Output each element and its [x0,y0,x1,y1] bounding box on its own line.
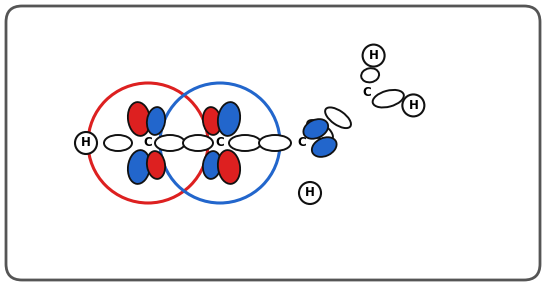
Text: C: C [363,86,371,100]
Ellipse shape [128,150,150,184]
Ellipse shape [104,135,132,151]
Circle shape [75,132,97,154]
Ellipse shape [218,102,240,136]
Ellipse shape [304,119,328,139]
Text: C: C [144,136,152,150]
Circle shape [299,182,321,204]
Ellipse shape [364,50,382,65]
Ellipse shape [155,135,185,151]
Text: C: C [298,136,306,150]
Ellipse shape [325,108,351,128]
Ellipse shape [183,135,213,151]
FancyBboxPatch shape [6,6,540,280]
Ellipse shape [307,120,333,141]
Ellipse shape [259,135,291,151]
Ellipse shape [312,137,336,157]
Ellipse shape [147,151,165,179]
Ellipse shape [218,150,240,184]
Ellipse shape [128,102,150,136]
Text: C: C [216,136,224,150]
Ellipse shape [361,68,379,82]
Circle shape [363,45,384,67]
Ellipse shape [147,107,165,135]
Circle shape [402,94,424,116]
Text: H: H [81,136,91,150]
Text: H: H [305,186,315,200]
Text: H: H [369,49,378,62]
Ellipse shape [203,107,221,135]
Ellipse shape [203,151,221,179]
Text: H: H [408,99,418,112]
Ellipse shape [229,135,261,151]
Ellipse shape [373,90,404,108]
